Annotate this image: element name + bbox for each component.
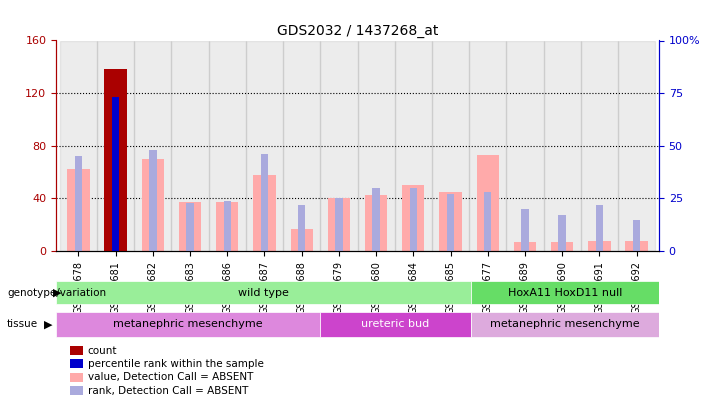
Bar: [588, 241, 611, 251]
Text: genotype/variation: genotype/variation: [7, 288, 106, 298]
Bar: [543, 40, 581, 251]
Title: GDS2032 / 1437268_at: GDS2032 / 1437268_at: [277, 24, 438, 38]
Bar: [522, 209, 529, 251]
Bar: [253, 175, 275, 251]
FancyBboxPatch shape: [470, 312, 659, 337]
FancyBboxPatch shape: [470, 281, 659, 305]
Bar: [409, 188, 417, 251]
Text: count: count: [88, 346, 117, 356]
Bar: [477, 155, 499, 251]
Bar: [358, 40, 395, 251]
Bar: [432, 40, 469, 251]
Text: ureteric bud: ureteric bud: [361, 320, 429, 329]
Bar: [506, 40, 543, 251]
Bar: [246, 40, 283, 251]
Bar: [209, 40, 246, 251]
Text: value, Detection Call = ABSENT: value, Detection Call = ABSENT: [88, 373, 253, 382]
Bar: [179, 202, 201, 251]
Bar: [447, 194, 454, 251]
Text: percentile rank within the sample: percentile rank within the sample: [88, 359, 264, 369]
Bar: [440, 192, 462, 251]
Bar: [67, 169, 90, 251]
Text: metanephric mesenchyme: metanephric mesenchyme: [490, 320, 639, 329]
Bar: [112, 97, 119, 251]
Bar: [551, 242, 573, 251]
Bar: [104, 70, 127, 251]
Bar: [372, 188, 380, 251]
Text: HoxA11 HoxD11 null: HoxA11 HoxD11 null: [508, 288, 622, 298]
Bar: [365, 194, 387, 251]
Bar: [484, 192, 491, 251]
Bar: [172, 40, 209, 251]
Text: ▶: ▶: [53, 288, 61, 298]
Bar: [298, 205, 306, 251]
Bar: [186, 202, 193, 251]
Bar: [224, 200, 231, 251]
Bar: [514, 242, 536, 251]
Bar: [149, 150, 156, 251]
Bar: [402, 185, 425, 251]
Bar: [618, 40, 655, 251]
Bar: [335, 198, 343, 251]
FancyBboxPatch shape: [56, 312, 320, 337]
Text: rank, Detection Call = ABSENT: rank, Detection Call = ABSENT: [88, 386, 248, 396]
Bar: [261, 154, 268, 251]
Bar: [216, 202, 238, 251]
Bar: [134, 40, 172, 251]
Bar: [97, 40, 134, 251]
Bar: [75, 156, 82, 251]
Bar: [290, 229, 313, 251]
Text: metanephric mesenchyme: metanephric mesenchyme: [113, 320, 263, 329]
Bar: [283, 40, 320, 251]
Bar: [559, 215, 566, 251]
Bar: [581, 40, 618, 251]
Bar: [60, 40, 97, 251]
Text: wild type: wild type: [238, 288, 289, 298]
FancyBboxPatch shape: [320, 312, 470, 337]
Bar: [596, 205, 603, 251]
Bar: [633, 220, 640, 251]
Text: ▶: ▶: [44, 320, 53, 329]
Bar: [328, 198, 350, 251]
Bar: [142, 159, 164, 251]
Text: tissue: tissue: [7, 320, 38, 329]
Bar: [469, 40, 506, 251]
Bar: [625, 241, 648, 251]
Bar: [320, 40, 358, 251]
Bar: [395, 40, 432, 251]
FancyBboxPatch shape: [56, 281, 470, 305]
